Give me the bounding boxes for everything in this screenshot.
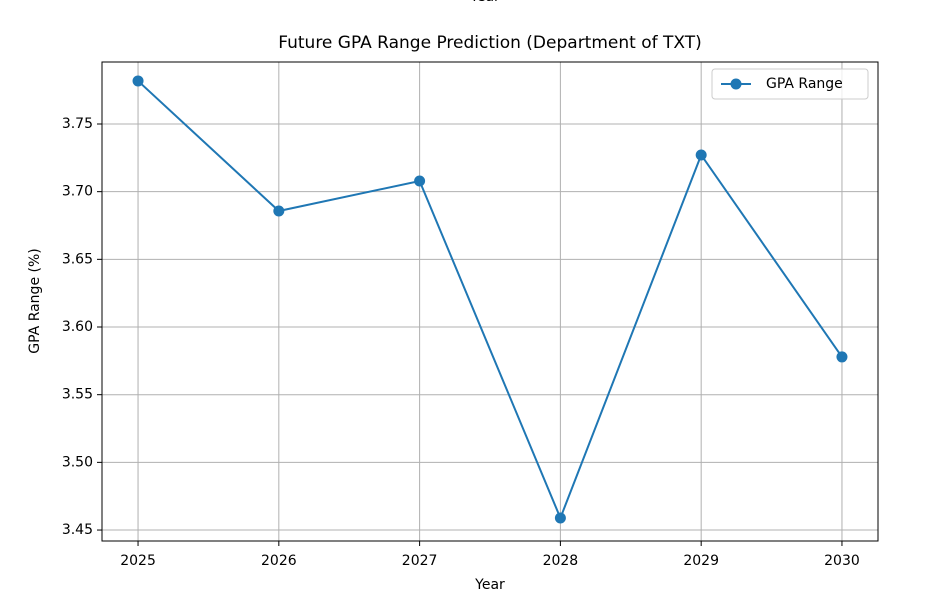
y-tick-label: 3.60 [62,319,93,335]
x-tick-label: 2030 [824,553,860,569]
legend-box [711,68,869,100]
x-axis-label: Year [474,577,505,593]
plot-frame [101,61,879,542]
legend-label: GPA Range [766,76,843,92]
data-point [695,149,707,161]
x-tick-label: 2028 [543,553,579,569]
data-point [554,512,566,524]
y-tick-label: 3.65 [62,251,93,267]
y-tick-label: 3.75 [62,116,93,132]
x-tick-label: 2027 [402,553,438,569]
legend-marker [730,78,742,90]
mark-layer [132,75,848,524]
y-axis-label: GPA Range (%) [27,248,43,353]
y-tick-label: 3.45 [62,522,93,538]
data-point [273,205,285,217]
data-point [132,75,144,87]
y-tick-label: 3.50 [62,454,93,470]
chart-title: Future GPA Range Prediction (Department … [278,33,702,53]
data-point [836,351,848,363]
y-tick-label: 3.70 [62,184,93,200]
x-tick-label: 2029 [683,553,719,569]
cropped-label: Year [469,0,500,5]
x-tick-label: 2026 [261,553,297,569]
grid-layer [102,62,878,541]
x-tick-label: 2025 [120,553,156,569]
y-tick-label: 3.55 [62,387,93,403]
data-point [414,175,426,187]
data-line [137,80,843,521]
